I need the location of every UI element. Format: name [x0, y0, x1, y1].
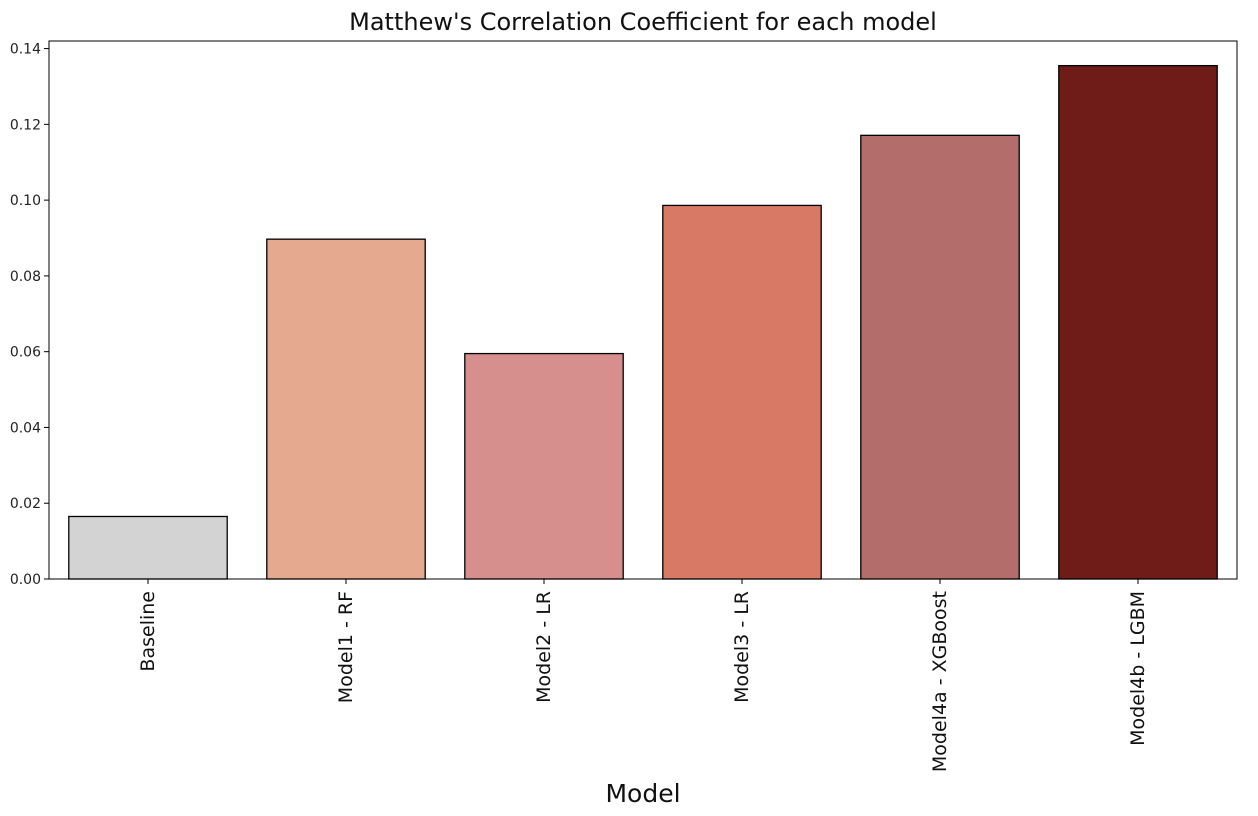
- x-axis-label: Model: [605, 779, 680, 808]
- chart-title: Matthew's Correlation Coefficient for ea…: [349, 8, 937, 36]
- y-tick-label: 0.02: [10, 496, 41, 512]
- x-tick-label: Model3 - LR: [731, 591, 753, 703]
- y-tick-label: 0.12: [10, 117, 41, 133]
- plot-frame: [48, 40, 1238, 580]
- y-tick-label: 0.00: [10, 572, 41, 588]
- x-tick-label: Model4b - LGBM: [1127, 591, 1149, 746]
- bar-1: [266, 238, 426, 580]
- y-tick-label: 0.14: [10, 42, 41, 58]
- y-tick-label: 0.04: [10, 420, 41, 436]
- bar-4: [860, 134, 1020, 580]
- bars-layer: [68, 64, 1218, 580]
- x-tick-label: Baseline: [137, 591, 159, 672]
- bar-2: [464, 352, 624, 580]
- y-axis: 0.00 0.02 0.04 0.06 0.08 0.10 0.12 0.14: [10, 42, 49, 588]
- y-tick-label: 0.08: [10, 269, 41, 285]
- x-tick-label: Model2 - LR: [533, 591, 555, 703]
- y-tick-label: 0.10: [10, 193, 41, 209]
- bar-5: [1058, 64, 1218, 580]
- bar-3: [662, 204, 822, 580]
- x-tick-label: Model1 - RF: [335, 591, 357, 703]
- x-axis: Baseline Model1 - RF Model2 - LR Model3 - L…: [137, 579, 1149, 772]
- bar-0: [68, 515, 228, 580]
- y-tick-label: 0.06: [10, 345, 41, 361]
- x-tick-label: Model4a - XGBoost: [929, 591, 951, 772]
